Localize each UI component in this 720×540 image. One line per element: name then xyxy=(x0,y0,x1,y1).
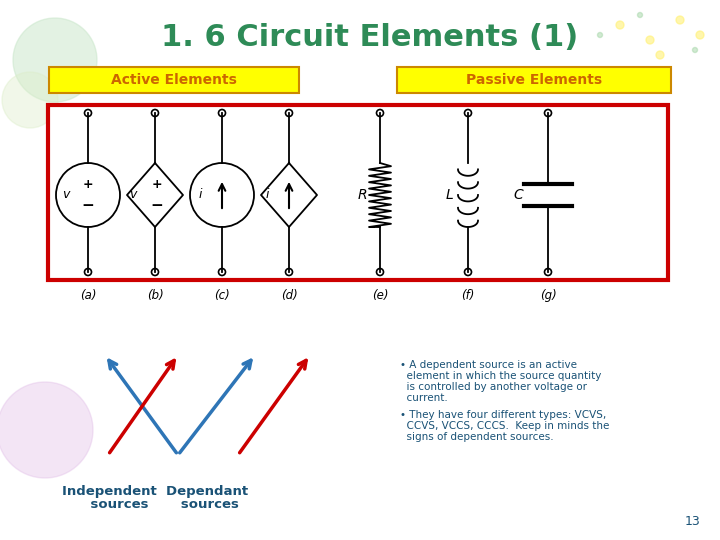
Bar xyxy=(48,105,668,280)
Text: element in which the source quantity: element in which the source quantity xyxy=(400,371,601,381)
Circle shape xyxy=(676,16,684,24)
Circle shape xyxy=(637,12,642,17)
Circle shape xyxy=(598,32,603,37)
Text: 1. 6 Circuit Elements (1): 1. 6 Circuit Elements (1) xyxy=(161,24,579,52)
Text: (g): (g) xyxy=(539,289,557,302)
Text: R: R xyxy=(357,188,366,202)
Text: (f): (f) xyxy=(462,289,474,302)
Text: sources       sources: sources sources xyxy=(71,498,238,511)
Circle shape xyxy=(693,48,698,52)
Text: +: + xyxy=(83,179,94,192)
Circle shape xyxy=(2,72,58,128)
Text: (c): (c) xyxy=(214,289,230,302)
Text: CCVS, VCCS, CCCS.  Keep in minds the: CCVS, VCCS, CCCS. Keep in minds the xyxy=(400,421,609,431)
Text: v: v xyxy=(63,188,70,201)
Circle shape xyxy=(696,31,704,39)
Circle shape xyxy=(616,21,624,29)
Text: (a): (a) xyxy=(80,289,96,302)
Circle shape xyxy=(656,51,664,59)
Circle shape xyxy=(13,18,97,102)
Text: 13: 13 xyxy=(684,515,700,528)
Text: (b): (b) xyxy=(147,289,163,302)
Text: i: i xyxy=(198,188,202,201)
Text: signs of dependent sources.: signs of dependent sources. xyxy=(400,432,554,442)
Text: • They have four different types: VCVS,: • They have four different types: VCVS, xyxy=(400,410,606,420)
Text: Active Elements: Active Elements xyxy=(111,73,237,87)
Text: • A dependent source is an active: • A dependent source is an active xyxy=(400,360,577,370)
Text: +: + xyxy=(152,179,162,192)
Text: i: i xyxy=(265,188,269,201)
Text: (e): (e) xyxy=(372,289,388,302)
Text: current.: current. xyxy=(400,393,448,403)
Text: L: L xyxy=(446,188,454,202)
Circle shape xyxy=(0,382,93,478)
Text: −: − xyxy=(81,198,94,213)
Text: (d): (d) xyxy=(281,289,297,302)
Text: is controlled by another voltage or: is controlled by another voltage or xyxy=(400,382,587,392)
Text: Passive Elements: Passive Elements xyxy=(466,73,602,87)
Circle shape xyxy=(646,36,654,44)
Text: v: v xyxy=(130,188,137,201)
Text: Independent  Dependant: Independent Dependant xyxy=(62,485,248,498)
FancyBboxPatch shape xyxy=(397,67,671,93)
Text: −: − xyxy=(150,198,163,213)
FancyBboxPatch shape xyxy=(49,67,299,93)
Text: C: C xyxy=(513,188,523,202)
